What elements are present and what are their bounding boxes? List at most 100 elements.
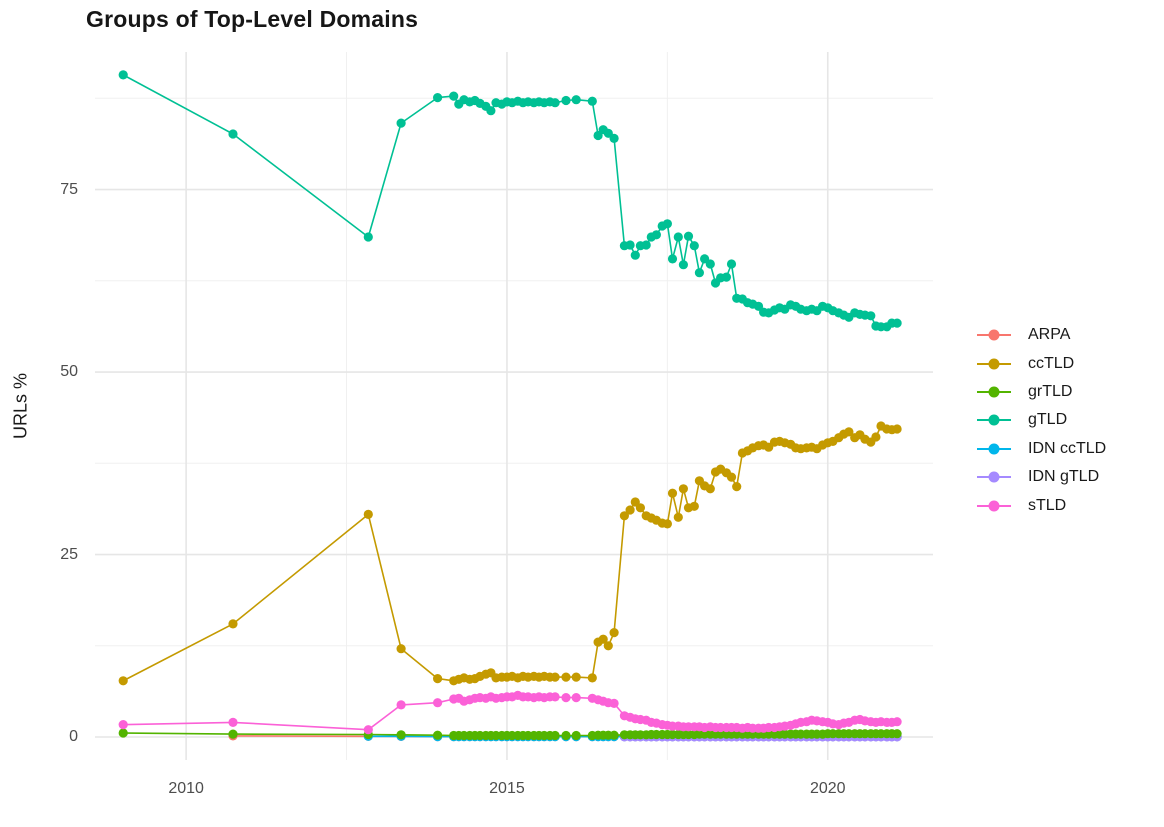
- legend-key-icon-arpa: [977, 329, 1011, 341]
- data-point-cctld: [732, 482, 742, 492]
- data-point-gtld: [866, 311, 876, 321]
- data-point-cctld: [673, 512, 683, 522]
- data-point-cctld: [726, 472, 737, 482]
- y-tick-label-50: 50: [60, 363, 78, 381]
- data-point-cctld: [598, 634, 608, 644]
- data-point-gtld: [892, 318, 902, 328]
- data-point-grtld: [228, 729, 238, 739]
- data-point-grtld: [892, 729, 902, 739]
- data-point-stld: [363, 725, 373, 735]
- legend-item-idn-gtld: IDN gTLD: [976, 463, 1106, 491]
- legend-key-dot: [988, 500, 1000, 512]
- x-tick-label-2015: 2015: [489, 780, 525, 797]
- legend-key-dot: [988, 386, 1000, 398]
- legend-key-dot: [988, 358, 1000, 370]
- x-tick-label-2010: 2010: [168, 780, 204, 797]
- data-point-cctld: [433, 674, 443, 684]
- data-point-gtld: [705, 259, 715, 269]
- data-point-grtld: [396, 730, 406, 740]
- legend-key-icon-gtld: [977, 414, 1011, 426]
- series-cctld: [118, 421, 902, 686]
- data-point-grtld: [609, 730, 619, 740]
- data-point-cctld: [625, 505, 635, 515]
- data-point-gtld: [678, 260, 689, 270]
- data-point-gtld: [118, 70, 128, 80]
- legend-label-cctld: ccTLD: [1028, 354, 1075, 372]
- legend-item-stld: sTLD: [976, 491, 1106, 519]
- x-tick-label-2020: 2020: [809, 780, 846, 797]
- legend-label-grtld: grTLD: [1028, 382, 1073, 400]
- y-tick-label-25: 25: [60, 545, 78, 563]
- data-point-stld: [571, 693, 581, 703]
- legend-label-arpa: ARPA: [1028, 326, 1071, 344]
- legend-label-idn-gtld: IDN gTLD: [1028, 468, 1100, 486]
- data-point-cctld: [689, 501, 699, 511]
- data-point-gtld: [667, 254, 678, 264]
- legend: ARPA ccTLD grTLD gTLD IDN ccTLD IDN gTLD sTLD: [976, 321, 1106, 520]
- legend-key-dot: [988, 471, 1000, 483]
- series-line-cctld: [122, 425, 898, 682]
- data-point-gtld: [396, 118, 406, 128]
- data-point-gtld: [721, 272, 732, 282]
- chart-title: Groups of Top-Level Domains: [86, 6, 419, 32]
- data-point-stld: [550, 692, 560, 702]
- data-point-cctld: [228, 619, 238, 629]
- data-point-cctld: [871, 432, 881, 442]
- series-grtld: [118, 728, 902, 741]
- legend-item-arpa: ARPA: [976, 321, 1106, 349]
- legend-label-stld: sTLD: [1028, 496, 1067, 514]
- data-point-grtld: [118, 728, 128, 738]
- legend-key-icon-idn-gtld: [977, 471, 1011, 483]
- data-point-gtld: [673, 232, 683, 242]
- data-point-gtld: [683, 231, 694, 241]
- legend-label-gtld: gTLD: [1028, 411, 1068, 429]
- data-point-gtld: [625, 240, 635, 250]
- legend-key-dot: [988, 329, 1000, 341]
- legend-key-icon-idn-cctld: [977, 443, 1011, 455]
- legend-item-gtld: gTLD: [976, 406, 1106, 434]
- data-point-stld: [892, 717, 902, 727]
- data-point-gtld: [651, 230, 662, 240]
- data-point-gtld: [571, 95, 581, 105]
- data-point-grtld: [433, 730, 443, 740]
- data-point-grtld: [571, 730, 581, 741]
- data-point-cctld: [705, 484, 715, 494]
- data-point-cctld: [561, 672, 571, 682]
- data-point-gtld: [228, 129, 238, 139]
- gridlines: [95, 52, 933, 760]
- data-point-cctld: [892, 424, 902, 434]
- data-point-cctld: [678, 484, 689, 494]
- legend-item-cctld: ccTLD: [976, 349, 1106, 377]
- data-point-gtld: [486, 106, 496, 116]
- data-point-cctld: [635, 503, 646, 513]
- legend-item-grtld: grTLD: [976, 378, 1106, 406]
- data-point-cctld: [662, 519, 673, 529]
- data-point-gtld: [630, 250, 640, 260]
- series-stld: [118, 690, 902, 735]
- data-point-cctld: [118, 676, 128, 686]
- legend-key-icon-cctld: [977, 358, 1011, 370]
- data-point-cctld: [619, 511, 630, 521]
- data-point-cctld: [844, 427, 854, 437]
- y-tick-label-0: 0: [69, 728, 78, 745]
- data-point-gtld: [641, 240, 651, 250]
- data-point-stld: [396, 700, 406, 710]
- data-point-cctld: [603, 641, 613, 651]
- data-point-gtld: [587, 96, 597, 106]
- data-point-gtld: [609, 133, 619, 143]
- legend-key-icon-grtld: [977, 386, 1011, 398]
- data-point-cctld: [587, 673, 597, 683]
- data-point-gtld: [726, 259, 737, 269]
- data-point-cctld: [550, 672, 560, 682]
- data-point-gtld: [689, 241, 699, 251]
- data-point-cctld: [396, 644, 406, 654]
- data-point-cctld: [571, 672, 581, 682]
- legend-key-icon-stld: [977, 500, 1011, 512]
- y-tick-label-75: 75: [60, 180, 78, 198]
- legend-key-dot: [988, 414, 1000, 426]
- series-line-gtld: [122, 74, 898, 328]
- data-point-stld: [561, 693, 571, 703]
- data-point-gtld: [449, 91, 459, 101]
- data-point-stld: [609, 698, 619, 709]
